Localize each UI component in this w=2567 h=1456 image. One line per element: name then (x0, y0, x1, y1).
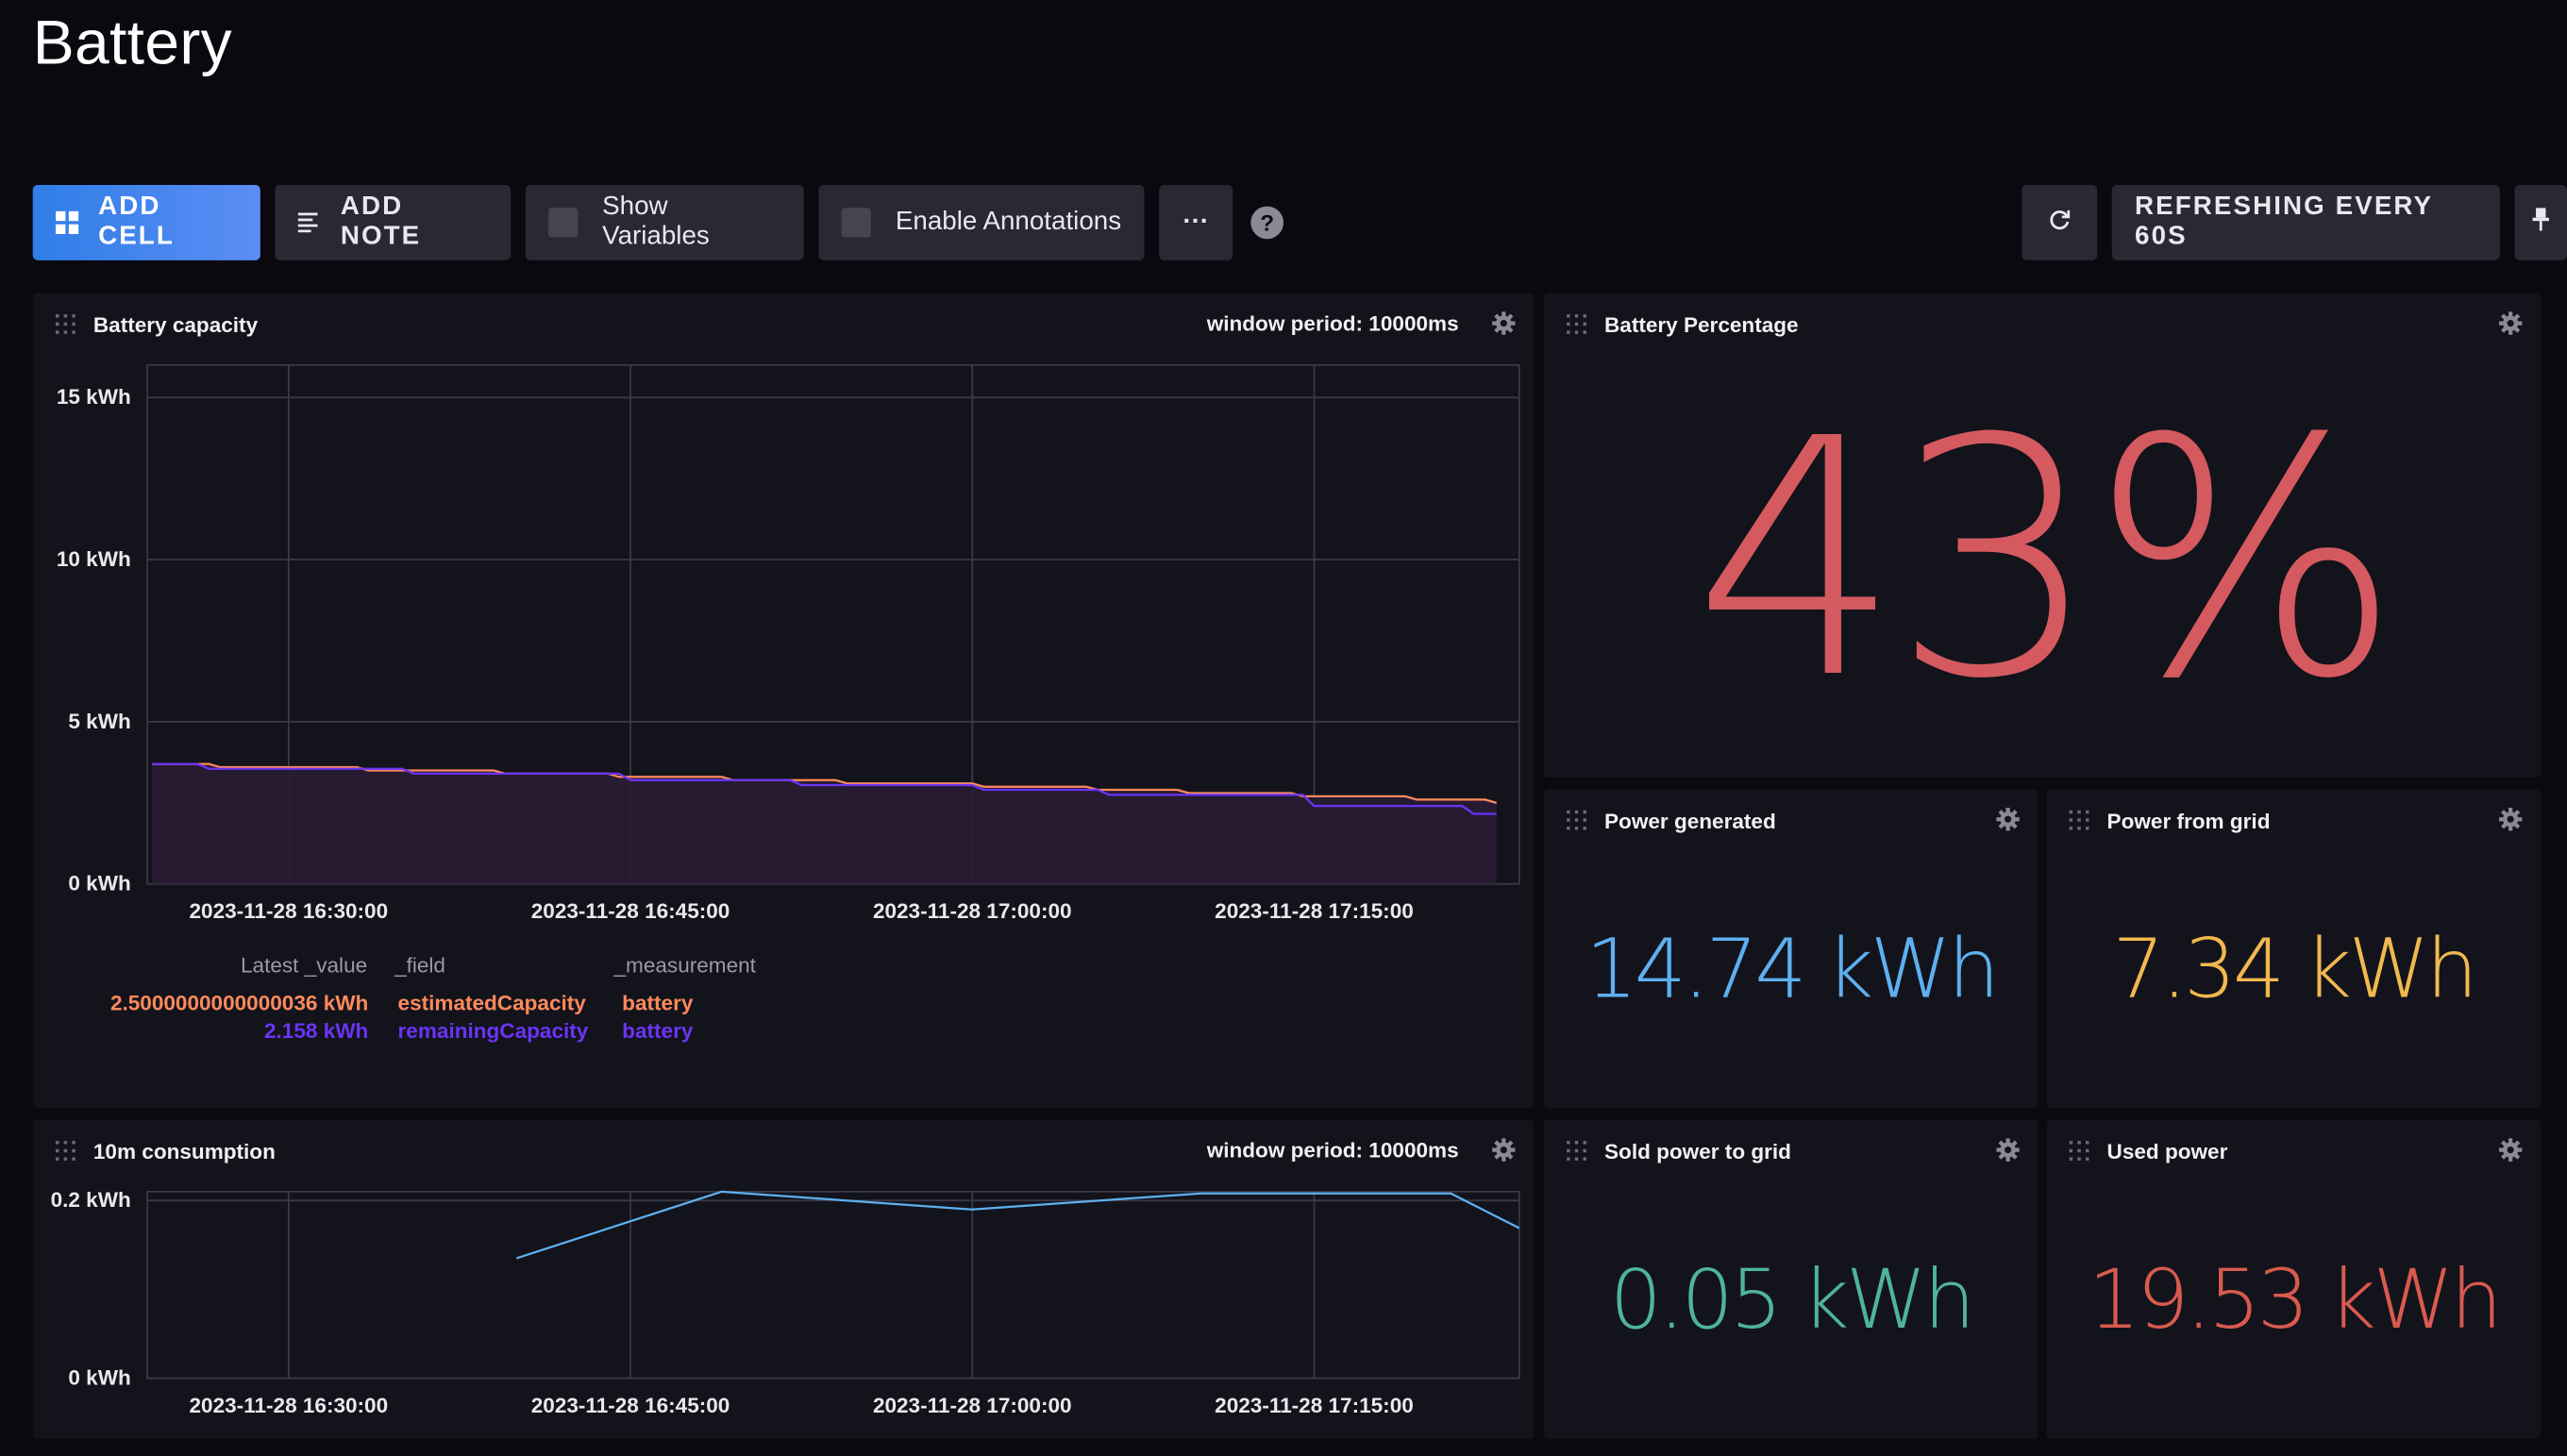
legend-measurement: battery (622, 1017, 694, 1044)
gear-icon[interactable] (1996, 1138, 2021, 1163)
cell-title: Sold power to grid (1604, 1138, 1791, 1163)
legend-field: estimatedCapacity (397, 990, 586, 1015)
series-area-fill (151, 763, 1497, 884)
battery-capacity-chart[interactable]: 0 kWh 5 kWh 10 kWh 15 kWh 2023-11-28 16:30:0… (33, 343, 1535, 997)
legend-header-measurement: _measurement (613, 952, 756, 978)
x-tick-label: 2023-11-28 17:15:00 (1215, 899, 1414, 923)
legend-header-value: Latest _value (241, 952, 368, 978)
more-options-button[interactable]: ··· (1159, 185, 1233, 260)
consumption-10m-cell: 10m consumption window period: 10000ms 0… (32, 1119, 1535, 1439)
y-tick-label: 0.2 kWh (51, 1188, 131, 1212)
cell-header: 10m consumption window period: 10000ms (33, 1120, 1535, 1182)
drag-handle-icon[interactable] (2069, 1141, 2089, 1161)
drag-handle-icon[interactable] (1567, 314, 1586, 334)
toolbar: ADD CELL ADD NOTE Show Variables Enable … (0, 185, 2567, 262)
cell-title: Battery Percentage (1604, 311, 1799, 337)
x-tick-label: 2023-11-28 17:15:00 (1215, 1394, 1414, 1417)
refresh-interval-label: REFRESHING EVERY 60S (2135, 192, 2433, 251)
more-options-label: ··· (1183, 208, 1210, 236)
enable-annotations-checkbox[interactable] (841, 208, 871, 238)
used-power-value: 19.53 kWh (2088, 1252, 2503, 1347)
drag-handle-icon[interactable] (1567, 1141, 1586, 1161)
gear-icon[interactable] (2498, 807, 2523, 831)
grid-icon (55, 210, 79, 235)
note-lines-icon (297, 212, 321, 233)
sold-power-value: 0.05 kWh (1609, 1252, 1975, 1347)
drag-handle-icon[interactable] (55, 314, 76, 334)
used-power-cell: Used power 19.53 kWh (2046, 1119, 2542, 1439)
legend-field: remainingCapacity (397, 1017, 589, 1044)
sold-power-cell: Sold power to grid 0.05 kWh (1543, 1119, 2038, 1439)
cell-header: Power from grid (2046, 789, 2541, 851)
cell-header: Battery capacity window period: 10000ms (33, 293, 1535, 356)
refresh-button[interactable] (2022, 185, 2098, 260)
add-cell-button[interactable]: ADD CELL (32, 185, 260, 260)
y-tick-label: 10 kWh (57, 547, 131, 571)
add-note-button[interactable]: ADD NOTE (275, 185, 512, 260)
gear-icon[interactable] (1996, 807, 2021, 831)
series-line (151, 762, 1497, 815)
legend-value: 2.5000000000000036 kWh (109, 990, 369, 1015)
x-tick-label: 2023-11-28 16:45:00 (531, 1394, 730, 1417)
cell-title: Power generated (1604, 808, 1776, 833)
y-tick-label: 0 kWh (68, 1366, 130, 1390)
page-title: Battery (32, 9, 232, 79)
show-variables-label: Show Variables (602, 192, 710, 251)
cell-title: 10m consumption (92, 1138, 276, 1163)
cell-header: Sold power to grid (1544, 1120, 2038, 1182)
drag-handle-icon[interactable] (1567, 810, 1586, 830)
consumption-10m-chart[interactable]: 0 kWh 0.2 kWh 2023-11-28 16:30:00 2023-11-2… (33, 1169, 1535, 1439)
x-tick-label: 2023-11-28 16:30:00 (190, 899, 389, 923)
battery-percentage-value: 43% (1693, 370, 2401, 752)
x-tick-label: 2023-11-28 16:45:00 (531, 899, 730, 923)
gear-icon[interactable] (2498, 1138, 2523, 1163)
cell-header: Battery Percentage (1544, 293, 2541, 356)
x-tick-label: 2023-11-28 16:30:00 (190, 1394, 389, 1417)
legend-header-field: _field (394, 952, 445, 978)
gear-icon[interactable] (1491, 311, 1516, 336)
legend-value: 2.158 kWh (263, 1017, 369, 1044)
legend-measurement: battery (622, 990, 694, 1015)
help-icon[interactable]: ? (1250, 206, 1284, 240)
cell-header: Used power (2046, 1120, 2541, 1182)
y-tick-label: 15 kWh (57, 385, 131, 409)
cell-title: Battery capacity (92, 311, 259, 337)
add-note-label: ADD NOTE (340, 192, 422, 251)
gear-icon[interactable] (1491, 1138, 1516, 1163)
refresh-interval-dropdown[interactable]: REFRESHING EVERY 60S (2111, 185, 2500, 260)
x-tick-label: 2023-11-28 17:00:00 (873, 899, 1072, 923)
series-line (151, 762, 1497, 804)
power-generated-cell: Power generated 14.74 kWh (1543, 789, 2038, 1109)
x-tick-label: 2023-11-28 17:00:00 (873, 1394, 1072, 1417)
enable-annotations-label: Enable Annotations (895, 208, 1122, 236)
refresh-icon (2048, 207, 2071, 238)
pin-button[interactable] (2514, 185, 2567, 260)
power-from-grid-cell: Power from grid 7.34 kWh (2046, 789, 2542, 1109)
cell-title: Used power (2106, 1138, 2228, 1163)
battery-percentage-cell: Battery Percentage 43% (1543, 293, 2542, 778)
cell-header: Power generated (1544, 789, 2038, 851)
show-variables-checkbox[interactable] (548, 208, 579, 238)
battery-capacity-cell: Battery capacity window period: 10000ms … (32, 293, 1535, 1109)
power-generated-value: 14.74 kWh (1585, 921, 2000, 1017)
drag-handle-icon[interactable] (55, 1141, 76, 1161)
series-line (515, 1190, 1520, 1260)
pin-icon (2531, 207, 2551, 238)
y-tick-label: 0 kWh (68, 872, 130, 895)
add-cell-label: ADD CELL (98, 192, 175, 251)
drag-handle-icon[interactable] (2069, 810, 2089, 830)
window-period-label: window period: 10000ms (1206, 1137, 1459, 1163)
enable-annotations-toggle[interactable]: Enable Annotations (818, 185, 1145, 260)
y-tick-label: 5 kWh (68, 710, 130, 733)
power-from-grid-value: 7.34 kWh (2112, 921, 2477, 1017)
cell-title: Power from grid (2106, 808, 2271, 833)
gear-icon[interactable] (2498, 311, 2523, 336)
window-period-label: window period: 10000ms (1206, 310, 1459, 336)
show-variables-toggle[interactable]: Show Variables (525, 185, 804, 260)
